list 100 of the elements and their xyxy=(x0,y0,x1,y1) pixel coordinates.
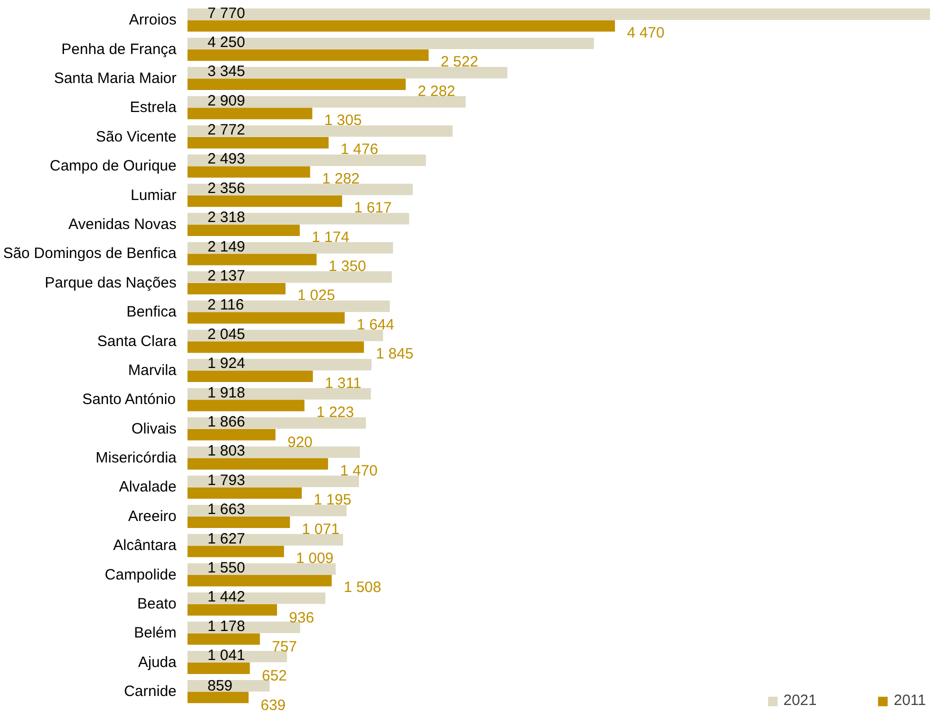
data-label: 1 550 xyxy=(208,559,246,576)
bar xyxy=(188,224,300,236)
bar xyxy=(188,49,429,61)
bar xyxy=(188,476,359,488)
data-label: 1 071 xyxy=(302,520,340,538)
y-tick-label: Parque das Nações xyxy=(44,274,176,292)
y-tick-label: Campolide xyxy=(104,566,177,584)
data-label: 1 442 xyxy=(208,588,246,606)
data-label: 1 918 xyxy=(208,384,246,402)
data-label: 4 470 xyxy=(626,24,664,42)
y-tick-label: Avenidas Novas xyxy=(68,216,177,233)
data-label: 1 174 xyxy=(312,228,350,246)
data-label: 757 xyxy=(272,638,297,656)
y-tick-label: Penha de França xyxy=(61,40,178,58)
bar xyxy=(188,108,312,120)
bar xyxy=(188,534,344,546)
y-tick-label: Santa Clara xyxy=(97,332,178,350)
y-tick-label: São Vicente xyxy=(96,128,177,146)
data-label: 2 116 xyxy=(208,296,244,314)
bar xyxy=(188,633,260,645)
bar xyxy=(188,428,276,440)
data-label: 3 345 xyxy=(208,63,246,80)
data-label: 2 772 xyxy=(208,122,246,139)
bar xyxy=(188,282,286,294)
data-label: 1 041 xyxy=(208,647,246,664)
data-label: 652 xyxy=(262,668,287,685)
bar xyxy=(188,137,329,148)
bar xyxy=(188,195,342,207)
data-label: 1 195 xyxy=(314,492,352,509)
data-label: 936 xyxy=(289,609,314,626)
bar xyxy=(188,662,250,674)
data-label: 1 617 xyxy=(354,200,392,217)
bar xyxy=(188,38,594,50)
y-tick-label: Carnide xyxy=(124,683,176,700)
y-tick-label: Areeiro xyxy=(128,508,177,525)
data-label: 1 508 xyxy=(344,579,382,596)
data-label: 1 803 xyxy=(208,442,246,460)
bar xyxy=(188,358,372,370)
data-label: 1 845 xyxy=(376,346,414,363)
bar xyxy=(188,574,332,586)
y-tick-label: Beato xyxy=(137,596,177,613)
y-tick-label: Belém xyxy=(134,624,177,642)
data-label: 1 627 xyxy=(208,530,246,548)
bar xyxy=(188,388,371,400)
y-tick-label: Campo de Ourique xyxy=(50,158,177,175)
bar xyxy=(188,125,453,137)
bar xyxy=(188,78,406,90)
bar xyxy=(188,166,310,178)
data-label: 920 xyxy=(287,434,313,452)
bar xyxy=(188,300,390,312)
bar xyxy=(188,516,290,528)
bar xyxy=(188,96,466,108)
data-label: 1 470 xyxy=(340,462,378,480)
bar xyxy=(188,370,313,382)
bar xyxy=(188,8,930,20)
bar xyxy=(188,20,615,32)
data-label: 1 866 xyxy=(208,414,246,430)
data-label: 2 522 xyxy=(440,54,478,71)
bar xyxy=(188,66,508,78)
data-label: 1 350 xyxy=(328,258,366,276)
data-label: 1 476 xyxy=(340,141,378,158)
bar xyxy=(188,400,304,412)
bar xyxy=(188,271,392,283)
data-label: 2 493 xyxy=(208,150,246,168)
bar xyxy=(188,592,326,604)
data-label: 2 909 xyxy=(208,92,246,110)
data-label: 2 137 xyxy=(208,268,246,285)
bar xyxy=(188,212,410,224)
bar xyxy=(188,458,328,470)
data-label: 639 xyxy=(260,696,286,714)
bar xyxy=(188,312,345,324)
data-label: 2 045 xyxy=(208,326,246,343)
data-label: 1 663 xyxy=(208,501,246,518)
y-tick-label: São Domingos de Benfica xyxy=(3,245,178,262)
bar xyxy=(188,692,249,704)
y-tick-label: Benfica xyxy=(126,304,178,321)
legend-label: 2011 xyxy=(894,692,926,709)
y-tick-label: Misericórdia xyxy=(96,450,178,467)
data-label: 1 178 xyxy=(208,618,246,635)
bar xyxy=(188,504,347,516)
data-label: 1 311 xyxy=(324,374,362,392)
y-tick-label: Alcântara xyxy=(113,537,178,554)
data-label: 1 793 xyxy=(208,472,246,489)
data-label: 1 644 xyxy=(356,316,394,334)
data-label: 2 282 xyxy=(418,82,456,100)
bar xyxy=(188,622,300,634)
bar xyxy=(188,341,364,353)
data-label: 1 223 xyxy=(316,404,354,421)
y-tick-label: Santo António xyxy=(82,391,176,408)
data-label: 7 770 xyxy=(208,4,246,22)
bar xyxy=(188,330,384,342)
data-label: 4 250 xyxy=(208,34,246,51)
y-tick-label: Olivais xyxy=(131,420,177,438)
y-tick-label: Estrela xyxy=(130,99,178,116)
bar xyxy=(188,446,360,458)
y-tick-label: Alvalade xyxy=(118,478,177,496)
data-label: 1 282 xyxy=(322,170,360,188)
bar xyxy=(188,546,284,558)
y-tick-label: Santa Maria Maior xyxy=(54,70,177,87)
legend-label: 2021 xyxy=(783,692,817,709)
